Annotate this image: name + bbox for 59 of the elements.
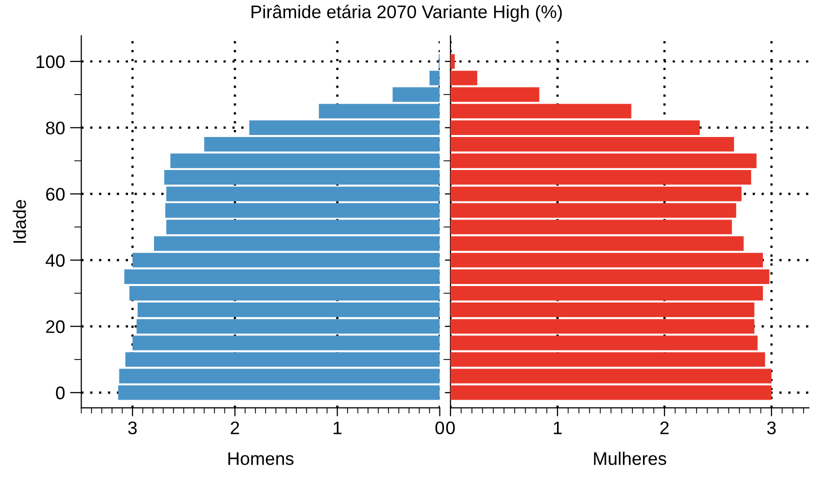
y-tick-label: 100 bbox=[36, 55, 65, 68]
bar bbox=[124, 269, 440, 284]
bar bbox=[450, 87, 540, 102]
x-axis-title: Homens bbox=[228, 452, 294, 466]
bar bbox=[118, 385, 440, 400]
bar bbox=[450, 154, 757, 168]
bar bbox=[450, 269, 770, 284]
bar bbox=[450, 203, 736, 218]
bar bbox=[132, 336, 440, 350]
bar bbox=[119, 368, 440, 384]
x-tick-label: 1 bbox=[334, 422, 342, 434]
bar bbox=[450, 170, 752, 185]
x-tick-label: 2 bbox=[660, 422, 669, 434]
y-tick-label: 0 bbox=[56, 386, 65, 400]
y-tick-label: 80 bbox=[46, 122, 65, 134]
bar bbox=[450, 54, 455, 69]
bar bbox=[129, 286, 440, 301]
bar bbox=[204, 136, 440, 152]
bar bbox=[450, 220, 732, 234]
bar bbox=[138, 302, 440, 318]
bar bbox=[450, 385, 772, 400]
bar bbox=[392, 87, 440, 102]
y-tick-label: 20 bbox=[46, 320, 65, 334]
y-tick-label: 40 bbox=[46, 254, 65, 267]
bar bbox=[136, 319, 440, 334]
bar bbox=[450, 336, 758, 350]
bar bbox=[166, 186, 440, 202]
x-axis-title: Mulheres bbox=[594, 452, 666, 466]
bar bbox=[450, 319, 754, 334]
y-tick-label: 60 bbox=[46, 188, 65, 201]
bar bbox=[164, 170, 440, 185]
bar bbox=[430, 70, 440, 86]
bar bbox=[154, 236, 440, 251]
bar bbox=[170, 154, 440, 168]
bar bbox=[450, 368, 772, 384]
bar bbox=[450, 286, 763, 301]
bar bbox=[450, 352, 766, 367]
bar bbox=[450, 70, 478, 86]
bar bbox=[165, 203, 440, 218]
bar bbox=[450, 236, 744, 251]
bar bbox=[132, 252, 440, 268]
x-tick-label: 3 bbox=[767, 422, 776, 434]
bar bbox=[318, 104, 440, 118]
chart-title: Pirâmide etária 2070 Variante High (%) bbox=[252, 4, 562, 22]
bar bbox=[450, 136, 734, 152]
bar bbox=[249, 120, 440, 135]
x-tick-label: 0 bbox=[446, 422, 455, 434]
bar bbox=[450, 104, 632, 118]
bar bbox=[450, 252, 763, 268]
x-tick-label: 2 bbox=[230, 422, 240, 434]
bar bbox=[125, 352, 440, 367]
x-tick-label: 3 bbox=[128, 422, 137, 434]
x-tick-label: 1 bbox=[554, 422, 562, 434]
bar bbox=[450, 120, 700, 135]
bar bbox=[450, 302, 754, 318]
y-axis-title: Idade bbox=[12, 200, 26, 243]
bar bbox=[166, 220, 440, 234]
x-tick-label: 0 bbox=[435, 422, 444, 434]
bar bbox=[450, 186, 742, 202]
